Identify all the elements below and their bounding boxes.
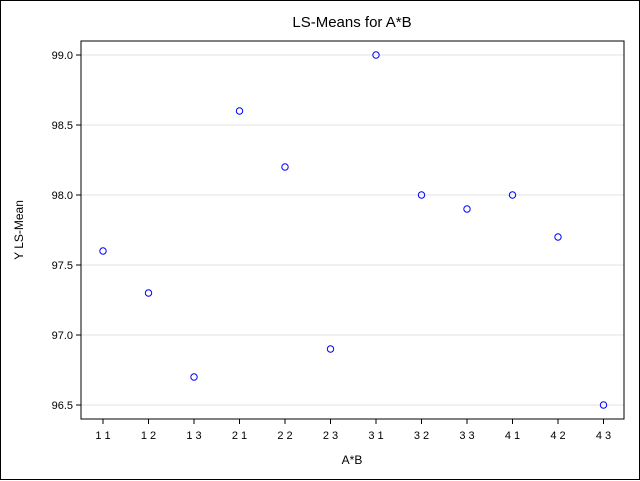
chart-title: LS-Means for A*B (292, 14, 411, 31)
y-axis: 96.5 97.0 97.5 98.0 98.5 99.0 (52, 50, 81, 412)
x-tick-label: 1 3 (186, 430, 201, 442)
y-tick-label: 99.0 (52, 50, 73, 62)
data-point (144, 289, 153, 297)
data-point (599, 401, 608, 409)
x-axis: 1 1 1 2 1 3 2 1 2 2 2 3 3 1 3 2 3 3 4 1 4 2 4 3 (95, 419, 611, 442)
y-axis-label: Y LS-Mean (12, 200, 26, 260)
data-point (554, 233, 562, 241)
data-point (508, 191, 517, 199)
x-tick-label: 2 1 (232, 430, 247, 442)
data-point (417, 191, 426, 199)
data-point (190, 373, 198, 381)
data-point (99, 247, 107, 255)
y-tick-label: 97.0 (52, 330, 73, 342)
grid-lines (81, 54, 624, 406)
data-points (99, 51, 608, 409)
x-tick-label: 4 1 (505, 430, 520, 442)
y-tick-label: 97.5 (52, 260, 73, 272)
x-tick-label: 2 3 (323, 430, 338, 442)
plot-area (80, 40, 625, 420)
x-tick-label: 3 2 (414, 430, 429, 442)
y-tick-label: 96.5 (52, 400, 73, 412)
data-point (326, 345, 335, 353)
data-point (235, 107, 244, 115)
data-point (281, 163, 289, 171)
x-tick-label: 1 1 (95, 430, 110, 442)
x-tick-label: 3 3 (459, 430, 474, 442)
x-tick-label: 4 2 (550, 430, 565, 442)
data-point (463, 205, 471, 213)
data-point (372, 51, 380, 59)
y-tick-label: 98.0 (52, 190, 73, 202)
x-tick-label: 3 1 (368, 430, 383, 442)
y-tick-label: 98.5 (52, 120, 73, 132)
x-tick-label: 4 3 (596, 430, 611, 442)
x-axis-label: A*B (342, 453, 363, 467)
x-tick-label: 1 2 (141, 430, 156, 442)
x-tick-label: 2 2 (277, 430, 292, 442)
